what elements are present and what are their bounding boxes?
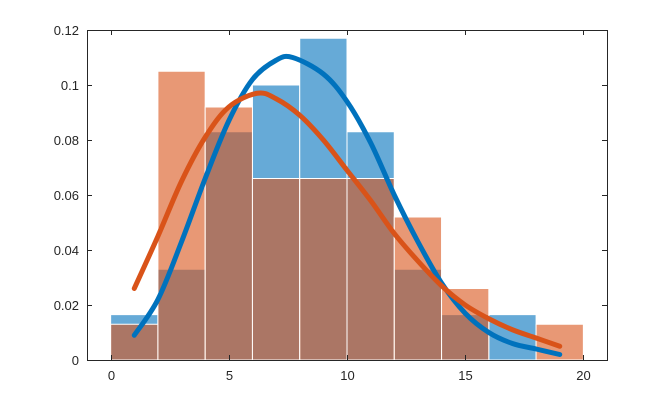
fit-curve-2	[131, 90, 563, 349]
histogram-bar-series-2-bin-3	[204, 106, 253, 361]
x-tick-label: 0	[108, 368, 115, 383]
histogram-bar-series-2-bin-8	[441, 288, 490, 361]
y-axis-ticks: 0 0.02 0.04 0.06 0.08 0.1 0.12	[54, 23, 607, 368]
y-tick-label: 0.08	[54, 133, 79, 148]
y-tick-label: 0.02	[54, 298, 79, 313]
x-tick-label: 15	[458, 368, 472, 383]
y-tick-label: 0.12	[54, 23, 79, 38]
fit-curves	[131, 53, 563, 357]
y-tick-label: 0.04	[54, 243, 79, 258]
x-tick-label: 10	[340, 368, 354, 383]
histogram-bar-series-2-bin-6	[346, 178, 395, 361]
x-axis-ticks: 0 5 10 15 20	[108, 30, 591, 383]
histogram-bar-series-2-bin-4	[251, 178, 301, 361]
x-tick-label: 5	[226, 368, 233, 383]
histogram-bar-series-2-bin-1	[110, 323, 159, 361]
x-tick-label: 20	[576, 368, 590, 383]
y-tick-label: 0	[72, 353, 79, 368]
y-tick-label: 0.1	[61, 78, 79, 93]
y-tick-label: 0.06	[54, 188, 79, 203]
fit-curve-1	[131, 53, 563, 357]
histogram-bar-series-2-bin-5	[299, 178, 348, 361]
